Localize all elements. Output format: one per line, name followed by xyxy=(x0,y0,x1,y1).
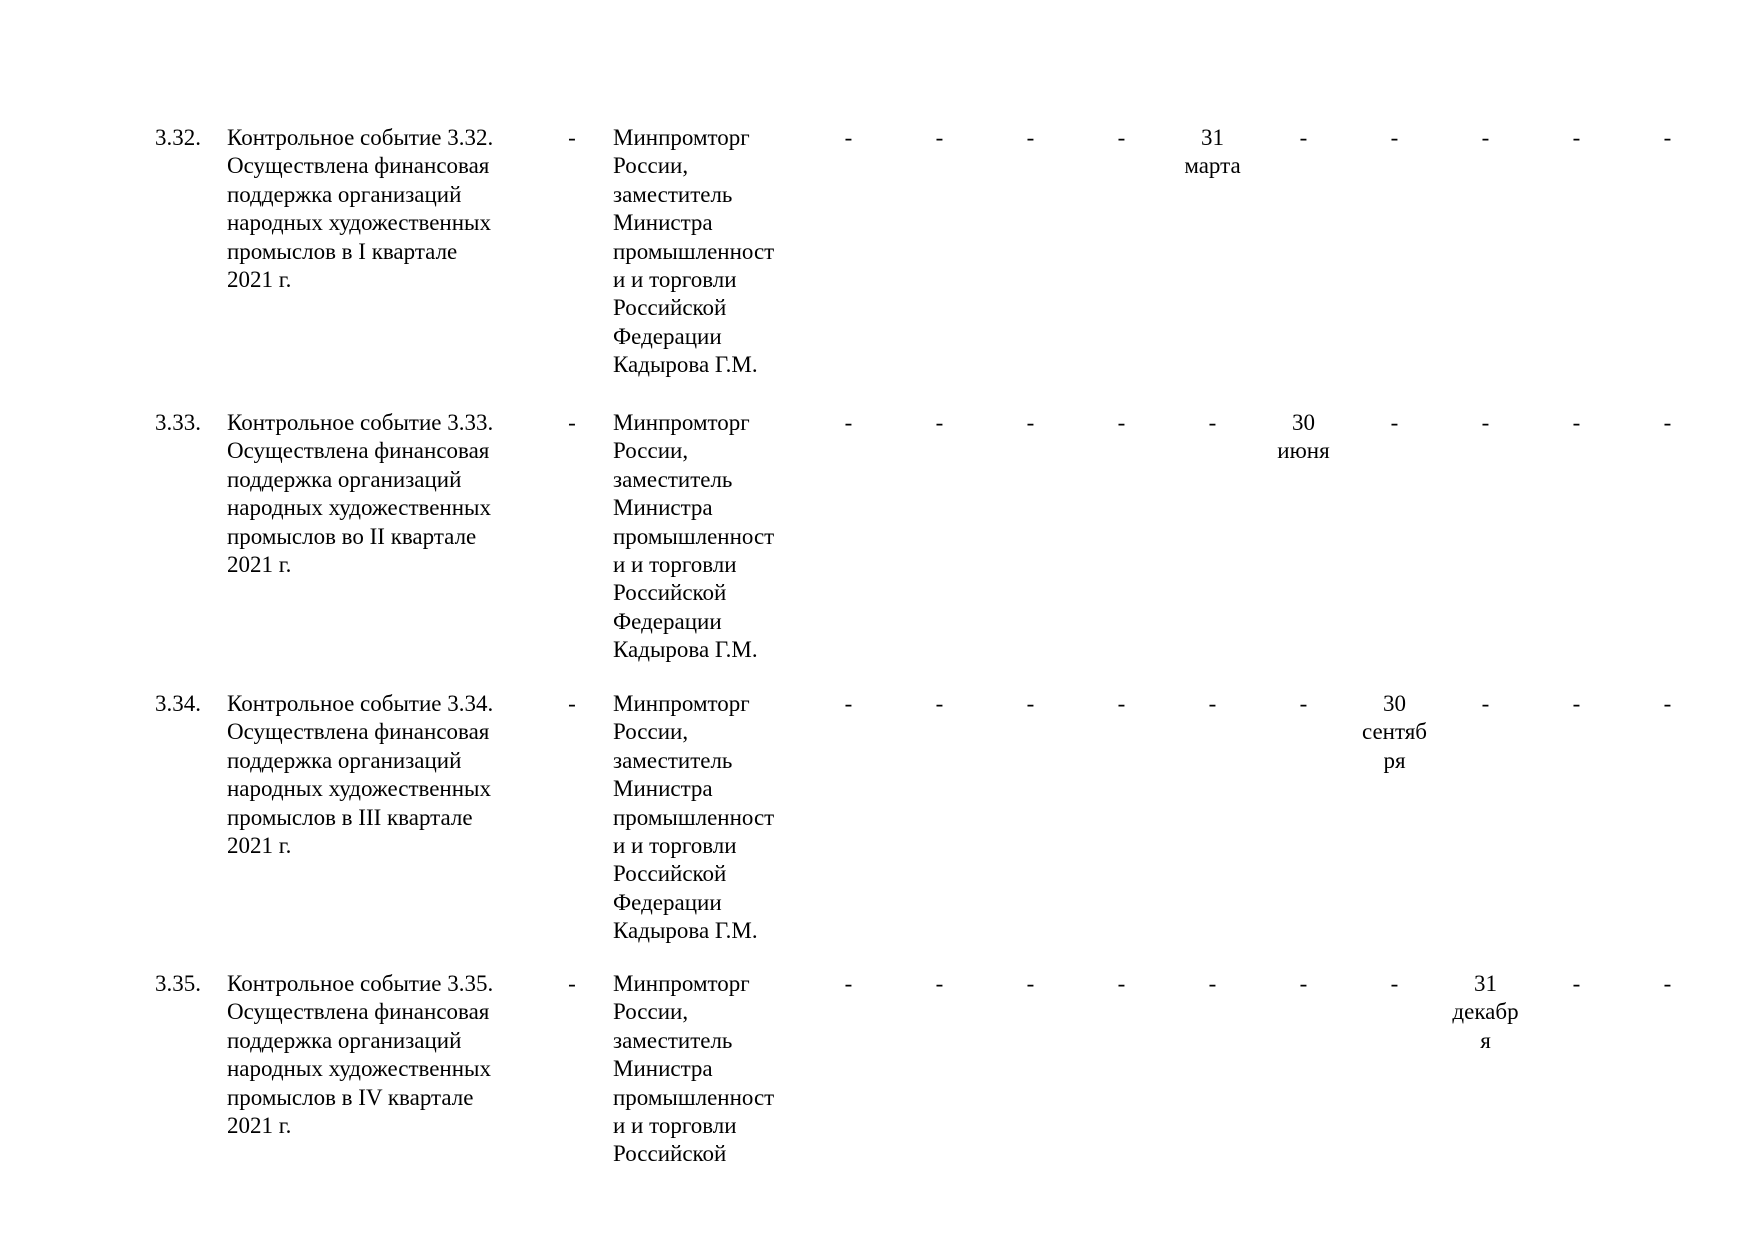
value-cell: - xyxy=(844,691,853,716)
table-row: 3.35. Контрольное событие 3.35. Осуществ… xyxy=(137,969,1713,1169)
table-row: 3.33. Контрольное событие 3.33. Осуществ… xyxy=(137,408,1713,689)
value-cell: - xyxy=(935,410,944,435)
value-cell: - xyxy=(1208,971,1217,996)
value-cell: - xyxy=(1572,410,1581,435)
value-cell: - xyxy=(1390,125,1399,150)
dash-cell: - xyxy=(568,410,576,435)
value-cell: - xyxy=(1299,691,1308,716)
event-description-cell: Контрольное событие 3.35. Осуществлена ф… xyxy=(227,971,494,1139)
event-description-cell: Контрольное событие 3.33. Осуществлена ф… xyxy=(227,410,494,578)
value-cell: - xyxy=(1572,691,1581,716)
row-number-cell: 3.33. xyxy=(155,410,201,435)
value-cell: - xyxy=(1117,125,1126,150)
table-row: 3.34. Контрольное событие 3.34. Осуществ… xyxy=(137,689,1713,969)
value-cell: - xyxy=(1117,971,1126,996)
control-events-table: 3.32. Контрольное событие 3.32. Осуществ… xyxy=(137,123,1713,1169)
row-number-cell: 3.35. xyxy=(155,971,201,996)
executor-cell: Минпромторг России, заместитель Министра… xyxy=(613,125,775,378)
value-cell: - xyxy=(1663,691,1672,716)
date-cell: 30 июня xyxy=(1277,410,1330,464)
value-cell: - xyxy=(935,971,944,996)
value-cell: - xyxy=(1481,691,1490,716)
dash-cell: - xyxy=(568,691,576,716)
date-cell: 31 марта xyxy=(1184,125,1241,179)
value-cell: - xyxy=(1481,410,1490,435)
value-cell: - xyxy=(1208,691,1217,716)
event-description-cell: Контрольное событие 3.32. Осуществлена ф… xyxy=(227,125,494,293)
row-number-cell: 3.34. xyxy=(155,691,201,716)
table-row: 3.32. Контрольное событие 3.32. Осуществ… xyxy=(137,123,1713,408)
value-cell: - xyxy=(844,125,853,150)
value-cell: - xyxy=(844,410,853,435)
value-cell: - xyxy=(935,691,944,716)
value-cell: - xyxy=(1026,410,1035,435)
value-cell: - xyxy=(844,971,853,996)
value-cell: - xyxy=(1390,971,1399,996)
value-cell: - xyxy=(1208,410,1217,435)
executor-cell: Минпромторг России, заместитель Министра… xyxy=(613,971,775,1167)
executor-cell: Минпромторг России, заместитель Министра… xyxy=(613,410,775,663)
value-cell: - xyxy=(1663,410,1672,435)
value-cell: - xyxy=(1663,125,1672,150)
executor-cell: Минпромторг России, заместитель Министра… xyxy=(613,691,775,944)
value-cell: - xyxy=(1117,691,1126,716)
value-cell: - xyxy=(1663,971,1672,996)
value-cell: - xyxy=(1026,125,1035,150)
value-cell: - xyxy=(1572,971,1581,996)
dash-cell: - xyxy=(568,125,576,150)
value-cell: - xyxy=(1572,125,1581,150)
event-description-cell: Контрольное событие 3.34. Осуществлена ф… xyxy=(227,691,494,859)
value-cell: - xyxy=(1299,971,1308,996)
value-cell: - xyxy=(1481,125,1490,150)
row-number-cell: 3.32. xyxy=(155,125,201,150)
value-cell: - xyxy=(1026,971,1035,996)
value-cell: - xyxy=(1299,125,1308,150)
document-page: 3.32. Контрольное событие 3.32. Осуществ… xyxy=(137,123,1713,1169)
value-cell: - xyxy=(1390,410,1399,435)
date-cell: 30 сентяб ря xyxy=(1361,691,1428,773)
value-cell: - xyxy=(935,125,944,150)
value-cell: - xyxy=(1026,691,1035,716)
dash-cell: - xyxy=(568,971,576,996)
date-cell: 31 декабр я xyxy=(1452,971,1519,1053)
value-cell: - xyxy=(1117,410,1126,435)
